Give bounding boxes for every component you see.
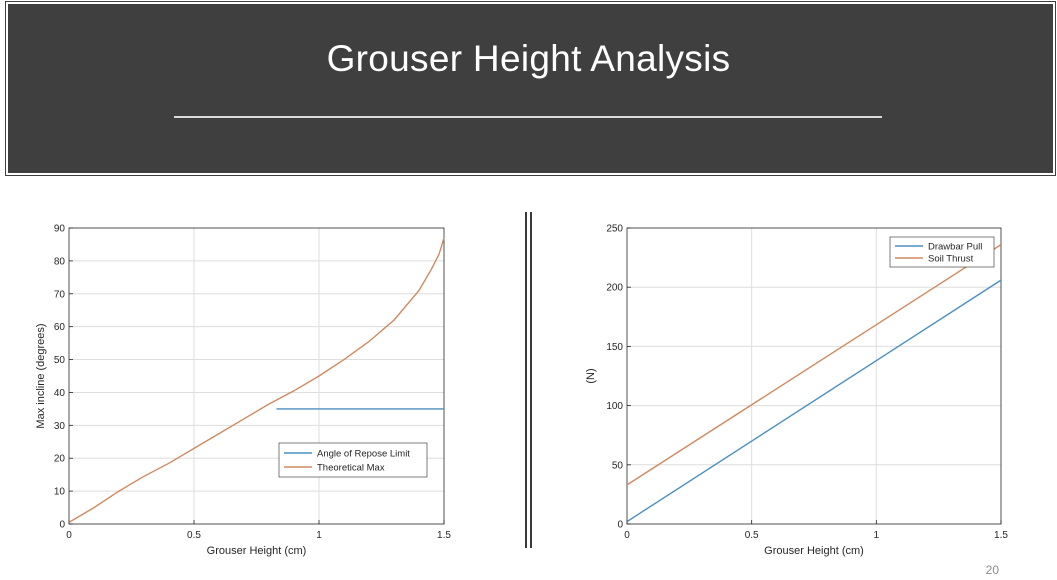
- title-banner: [2, 1, 1056, 178]
- page-number: 20: [985, 563, 999, 577]
- y-tick-label: 150: [606, 342, 623, 353]
- divider-line-right: [530, 212, 532, 548]
- y-tick-label: 50: [54, 355, 66, 366]
- title-banner-panel: [5, 1, 1056, 176]
- chart-force-svg: 0 0.5 1 1.5 0 50 100 150 200 250 Grouser Height (c…: [585, 224, 1008, 558]
- y-axis-label: Max incline (degrees): [35, 323, 47, 428]
- y-tick-label: 70: [54, 289, 66, 300]
- title-underline: [174, 116, 882, 118]
- x-tick-label: 0: [624, 530, 630, 541]
- legend-label: Soil Thrust: [928, 254, 974, 265]
- x-tick-label: 0.5: [745, 530, 759, 541]
- x-tick-label: 0.5: [187, 530, 201, 541]
- plot-area: [627, 228, 1001, 524]
- axes-box: [68, 227, 445, 525]
- x-axis-label: Grouser Height (cm): [207, 545, 307, 557]
- legend-box: [278, 442, 428, 478]
- chart-divider: [525, 212, 533, 548]
- y-tick-label: 0: [59, 520, 65, 531]
- y-tick-label: 60: [54, 322, 66, 333]
- x-tick-label: 1.5: [437, 530, 451, 541]
- y-tick-label: 50: [612, 460, 624, 471]
- chart-max-incline-svg: 0 0.5 1 1.5 0 10 20 30 40 50 60 70 80 90 Grouser Heigh…: [35, 224, 451, 558]
- chart-max-incline: 0 0.5 1 1.5 0 10 20 30 40 50 60 70 80 90 Grouser Heigh…: [20, 210, 460, 575]
- y-tick-label: 80: [54, 256, 66, 267]
- plot-area: [69, 228, 444, 524]
- series-line-theoretical-max: [68, 237, 445, 524]
- legend-label: Angle of Repose Limit: [317, 449, 410, 460]
- series-line-soil-thrust: [626, 244, 1002, 486]
- x-tick-label: 1: [316, 530, 322, 541]
- chart-force: 0 0.5 1 1.5 0 50 100 150 200 250 Grouser Height (c…: [570, 210, 1015, 575]
- y-tick-label: 10: [54, 487, 66, 498]
- x-axis-label: Grouser Height (cm): [764, 545, 864, 557]
- series-line-drawbar-pull: [626, 279, 1002, 523]
- y-tick-label: 40: [54, 388, 66, 399]
- y-tick-label: 0: [617, 520, 623, 531]
- legend-label: Drawbar Pull: [928, 242, 982, 253]
- x-tick-label: 1.5: [994, 530, 1008, 541]
- x-tick-label: 1: [874, 530, 880, 541]
- divider-line-left: [525, 212, 527, 548]
- legend-label: Theoretical Max: [317, 463, 385, 474]
- y-tick-label: 30: [54, 421, 66, 432]
- x-tick-label: 0: [66, 530, 72, 541]
- y-axis-label: (N): [585, 368, 597, 383]
- y-tick-label: 100: [606, 401, 623, 412]
- y-tick-label: 20: [54, 454, 66, 465]
- y-tick-label: 200: [606, 283, 623, 294]
- legend-box: [889, 236, 995, 268]
- slide-title: Grouser Height Analysis: [326, 38, 731, 79]
- axes-box: [626, 227, 1002, 525]
- y-tick-label: 90: [54, 224, 66, 235]
- y-tick-label: 250: [606, 224, 623, 235]
